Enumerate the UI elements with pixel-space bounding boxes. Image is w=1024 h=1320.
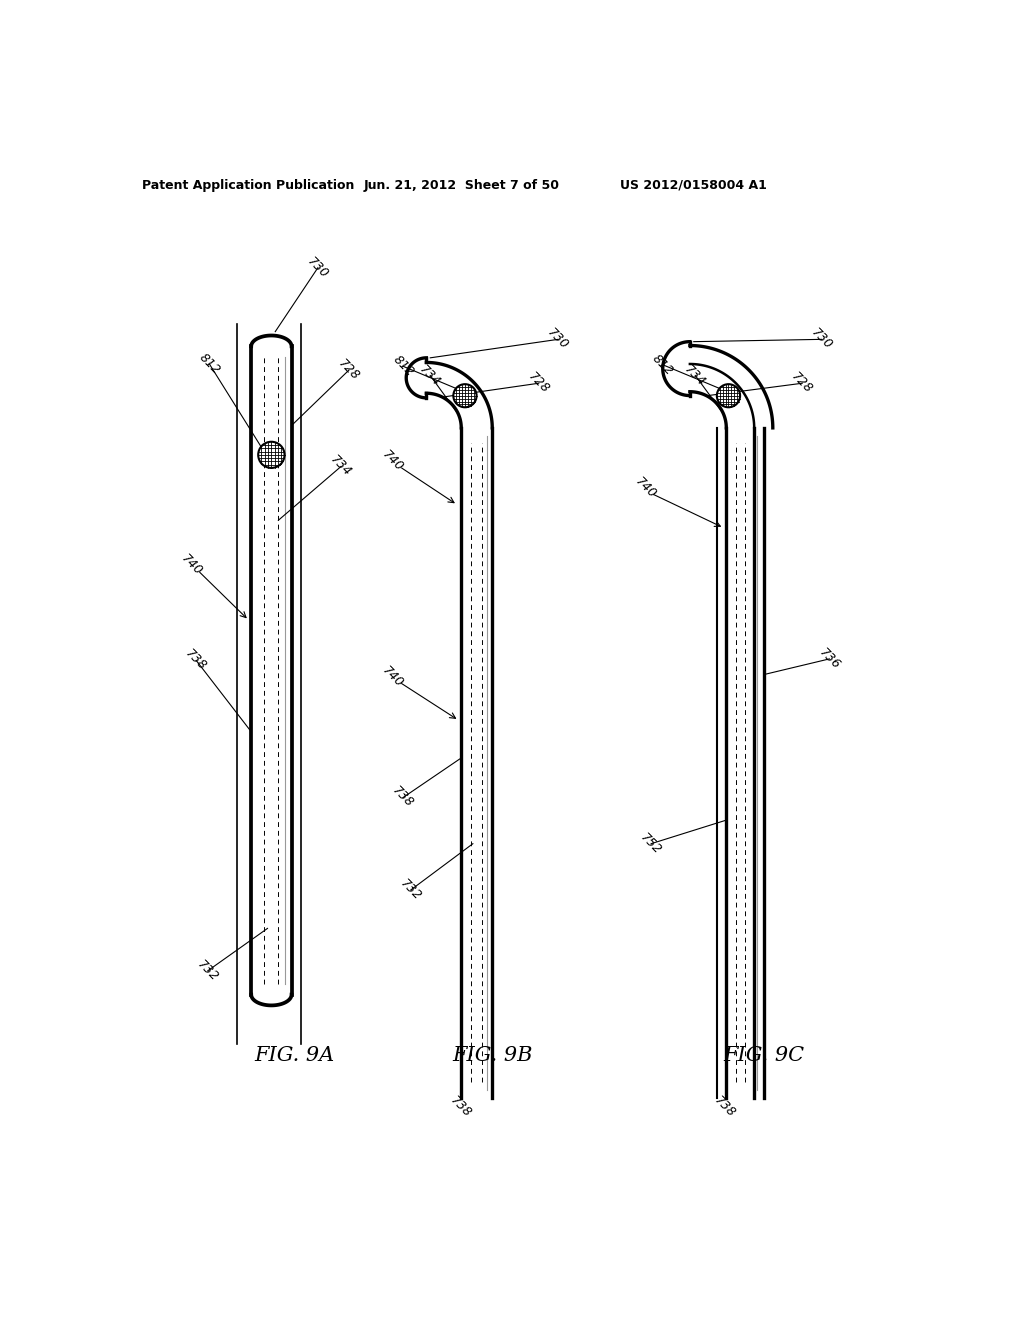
Circle shape bbox=[258, 442, 285, 469]
Text: 732: 732 bbox=[397, 876, 424, 903]
Text: 730: 730 bbox=[809, 326, 835, 352]
Text: 812: 812 bbox=[390, 354, 416, 379]
Text: Patent Application Publication: Patent Application Publication bbox=[142, 178, 354, 191]
Text: 740: 740 bbox=[380, 447, 407, 474]
Text: 740: 740 bbox=[380, 664, 407, 689]
Text: 752: 752 bbox=[638, 830, 665, 857]
Circle shape bbox=[717, 384, 740, 408]
Text: 740: 740 bbox=[633, 475, 658, 502]
Text: FIG. 9C: FIG. 9C bbox=[723, 1045, 804, 1065]
Text: FIG. 9B: FIG. 9B bbox=[452, 1045, 532, 1065]
Text: 734: 734 bbox=[417, 363, 443, 388]
Text: US 2012/0158004 A1: US 2012/0158004 A1 bbox=[621, 178, 767, 191]
Text: 738: 738 bbox=[449, 1094, 474, 1121]
Text: 730: 730 bbox=[305, 255, 331, 281]
Text: FIG. 9A: FIG. 9A bbox=[255, 1045, 335, 1065]
Text: 738: 738 bbox=[390, 784, 416, 810]
Text: 728: 728 bbox=[790, 370, 815, 396]
Text: 730: 730 bbox=[545, 326, 571, 352]
Text: 728: 728 bbox=[525, 370, 552, 396]
Text: 734: 734 bbox=[328, 453, 354, 479]
Text: 812: 812 bbox=[197, 351, 222, 378]
Text: 738: 738 bbox=[712, 1094, 738, 1121]
Text: 812: 812 bbox=[649, 351, 676, 378]
Circle shape bbox=[454, 384, 476, 408]
Text: 736: 736 bbox=[816, 645, 843, 672]
Text: 732: 732 bbox=[195, 958, 221, 983]
Text: Jun. 21, 2012  Sheet 7 of 50: Jun. 21, 2012 Sheet 7 of 50 bbox=[364, 178, 559, 191]
Text: 740: 740 bbox=[178, 552, 205, 578]
Text: 728: 728 bbox=[336, 358, 361, 383]
Text: 734: 734 bbox=[682, 363, 709, 388]
Text: 738: 738 bbox=[183, 647, 209, 673]
